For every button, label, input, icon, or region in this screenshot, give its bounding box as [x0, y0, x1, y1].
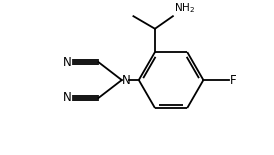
Text: N: N	[63, 91, 72, 104]
Text: NH$_2$: NH$_2$	[174, 2, 195, 15]
Text: N: N	[122, 73, 131, 86]
Text: N: N	[63, 56, 72, 69]
Text: F: F	[229, 73, 236, 86]
